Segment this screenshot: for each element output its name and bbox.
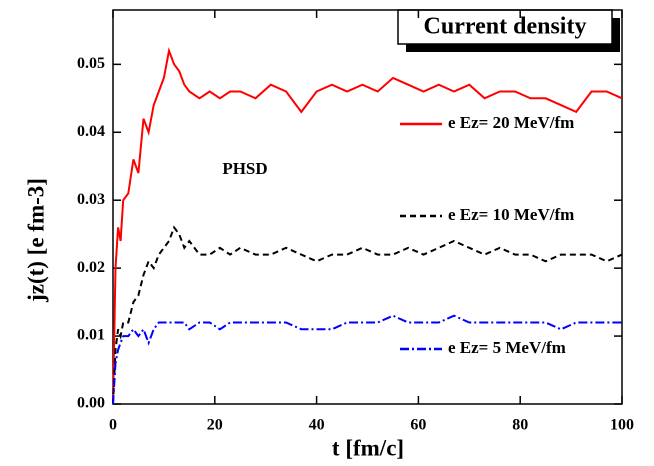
y-tick-label: 0.01	[77, 327, 105, 344]
title-box	[397, 9, 613, 45]
y-tick-label: 0.02	[77, 259, 105, 276]
x-tick-label: 60	[410, 417, 426, 434]
x-tick-label: 80	[512, 417, 528, 434]
x-tick-label: 0	[109, 417, 117, 434]
x-axis-label: t [fm/c]	[332, 435, 404, 460]
x-tick-label: 40	[309, 417, 325, 434]
plot-frame	[112, 9, 623, 405]
x-tick-label: 20	[207, 417, 223, 434]
y-tick-label: 0.04	[77, 123, 105, 140]
annotation: PHSD	[222, 159, 267, 178]
legend-label: e Ez= 5 MeV/fm	[448, 338, 566, 357]
series-line	[112, 47, 623, 405]
y-tick-label: 0.00	[77, 395, 105, 412]
y-tick-label: 0.05	[77, 55, 105, 72]
series-line	[112, 314, 622, 405]
x-tick-label: 100	[610, 417, 634, 434]
series-line	[112, 225, 623, 405]
chart-title: Current density	[424, 14, 587, 40]
y-tick-label: 0.03	[77, 191, 105, 208]
legend-label: e Ez= 20 MeV/fm	[448, 113, 574, 132]
y-axis-label: jz(t) [e fm-3]	[23, 178, 48, 303]
legend-label: e Ez= 10 MeV/fm	[448, 205, 574, 224]
